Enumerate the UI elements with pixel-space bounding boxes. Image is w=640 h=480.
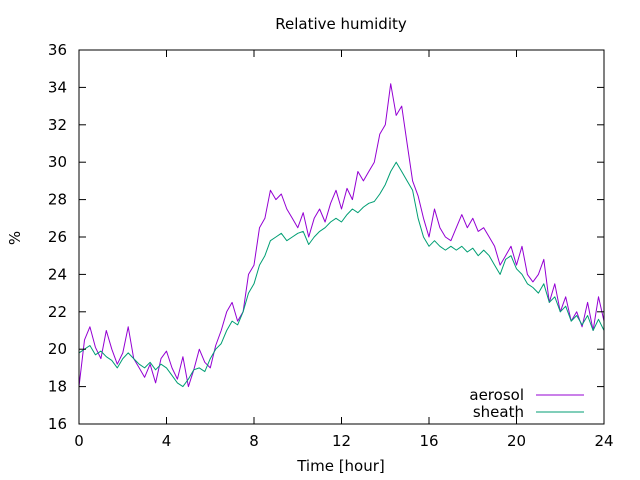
y-tick-label: 26 (48, 228, 67, 246)
series-layer (78, 83, 605, 388)
series-line-aerosol (78, 83, 605, 388)
y-tick-label: 20 (48, 340, 67, 358)
x-axis-label: Time [hour] (296, 457, 385, 475)
x-tick-label: 20 (507, 432, 526, 450)
legend-label-sheath: sheath (473, 403, 524, 421)
y-tick-label: 34 (48, 78, 67, 96)
x-tick-label: 24 (594, 432, 613, 450)
series-line-sheath (78, 161, 605, 388)
y-tick-label: 30 (48, 153, 67, 171)
legend-label-aerosol: aerosol (469, 386, 524, 404)
y-tick-label: 16 (48, 415, 67, 433)
y-tick-label: 22 (48, 303, 67, 321)
chart-title: Relative humidity (275, 15, 407, 33)
y-tick-label: 32 (48, 116, 67, 134)
y-tick-label: 36 (48, 41, 67, 59)
x-tick-label: 4 (162, 432, 172, 450)
y-axis-label: % (6, 231, 24, 245)
y-tick-label: 28 (48, 191, 67, 209)
x-tick-label: 12 (332, 432, 351, 450)
x-tick-label: 0 (74, 432, 84, 450)
x-tick-label: 16 (419, 432, 438, 450)
y-tick-label: 24 (48, 265, 67, 283)
y-tick-label: 18 (48, 378, 67, 396)
axis-ticks: 0 4 8 12 16 20 24 16 18 20 22 24 26 28 30 32 34 36 (48, 41, 614, 450)
x-tick-label: 8 (249, 432, 259, 450)
